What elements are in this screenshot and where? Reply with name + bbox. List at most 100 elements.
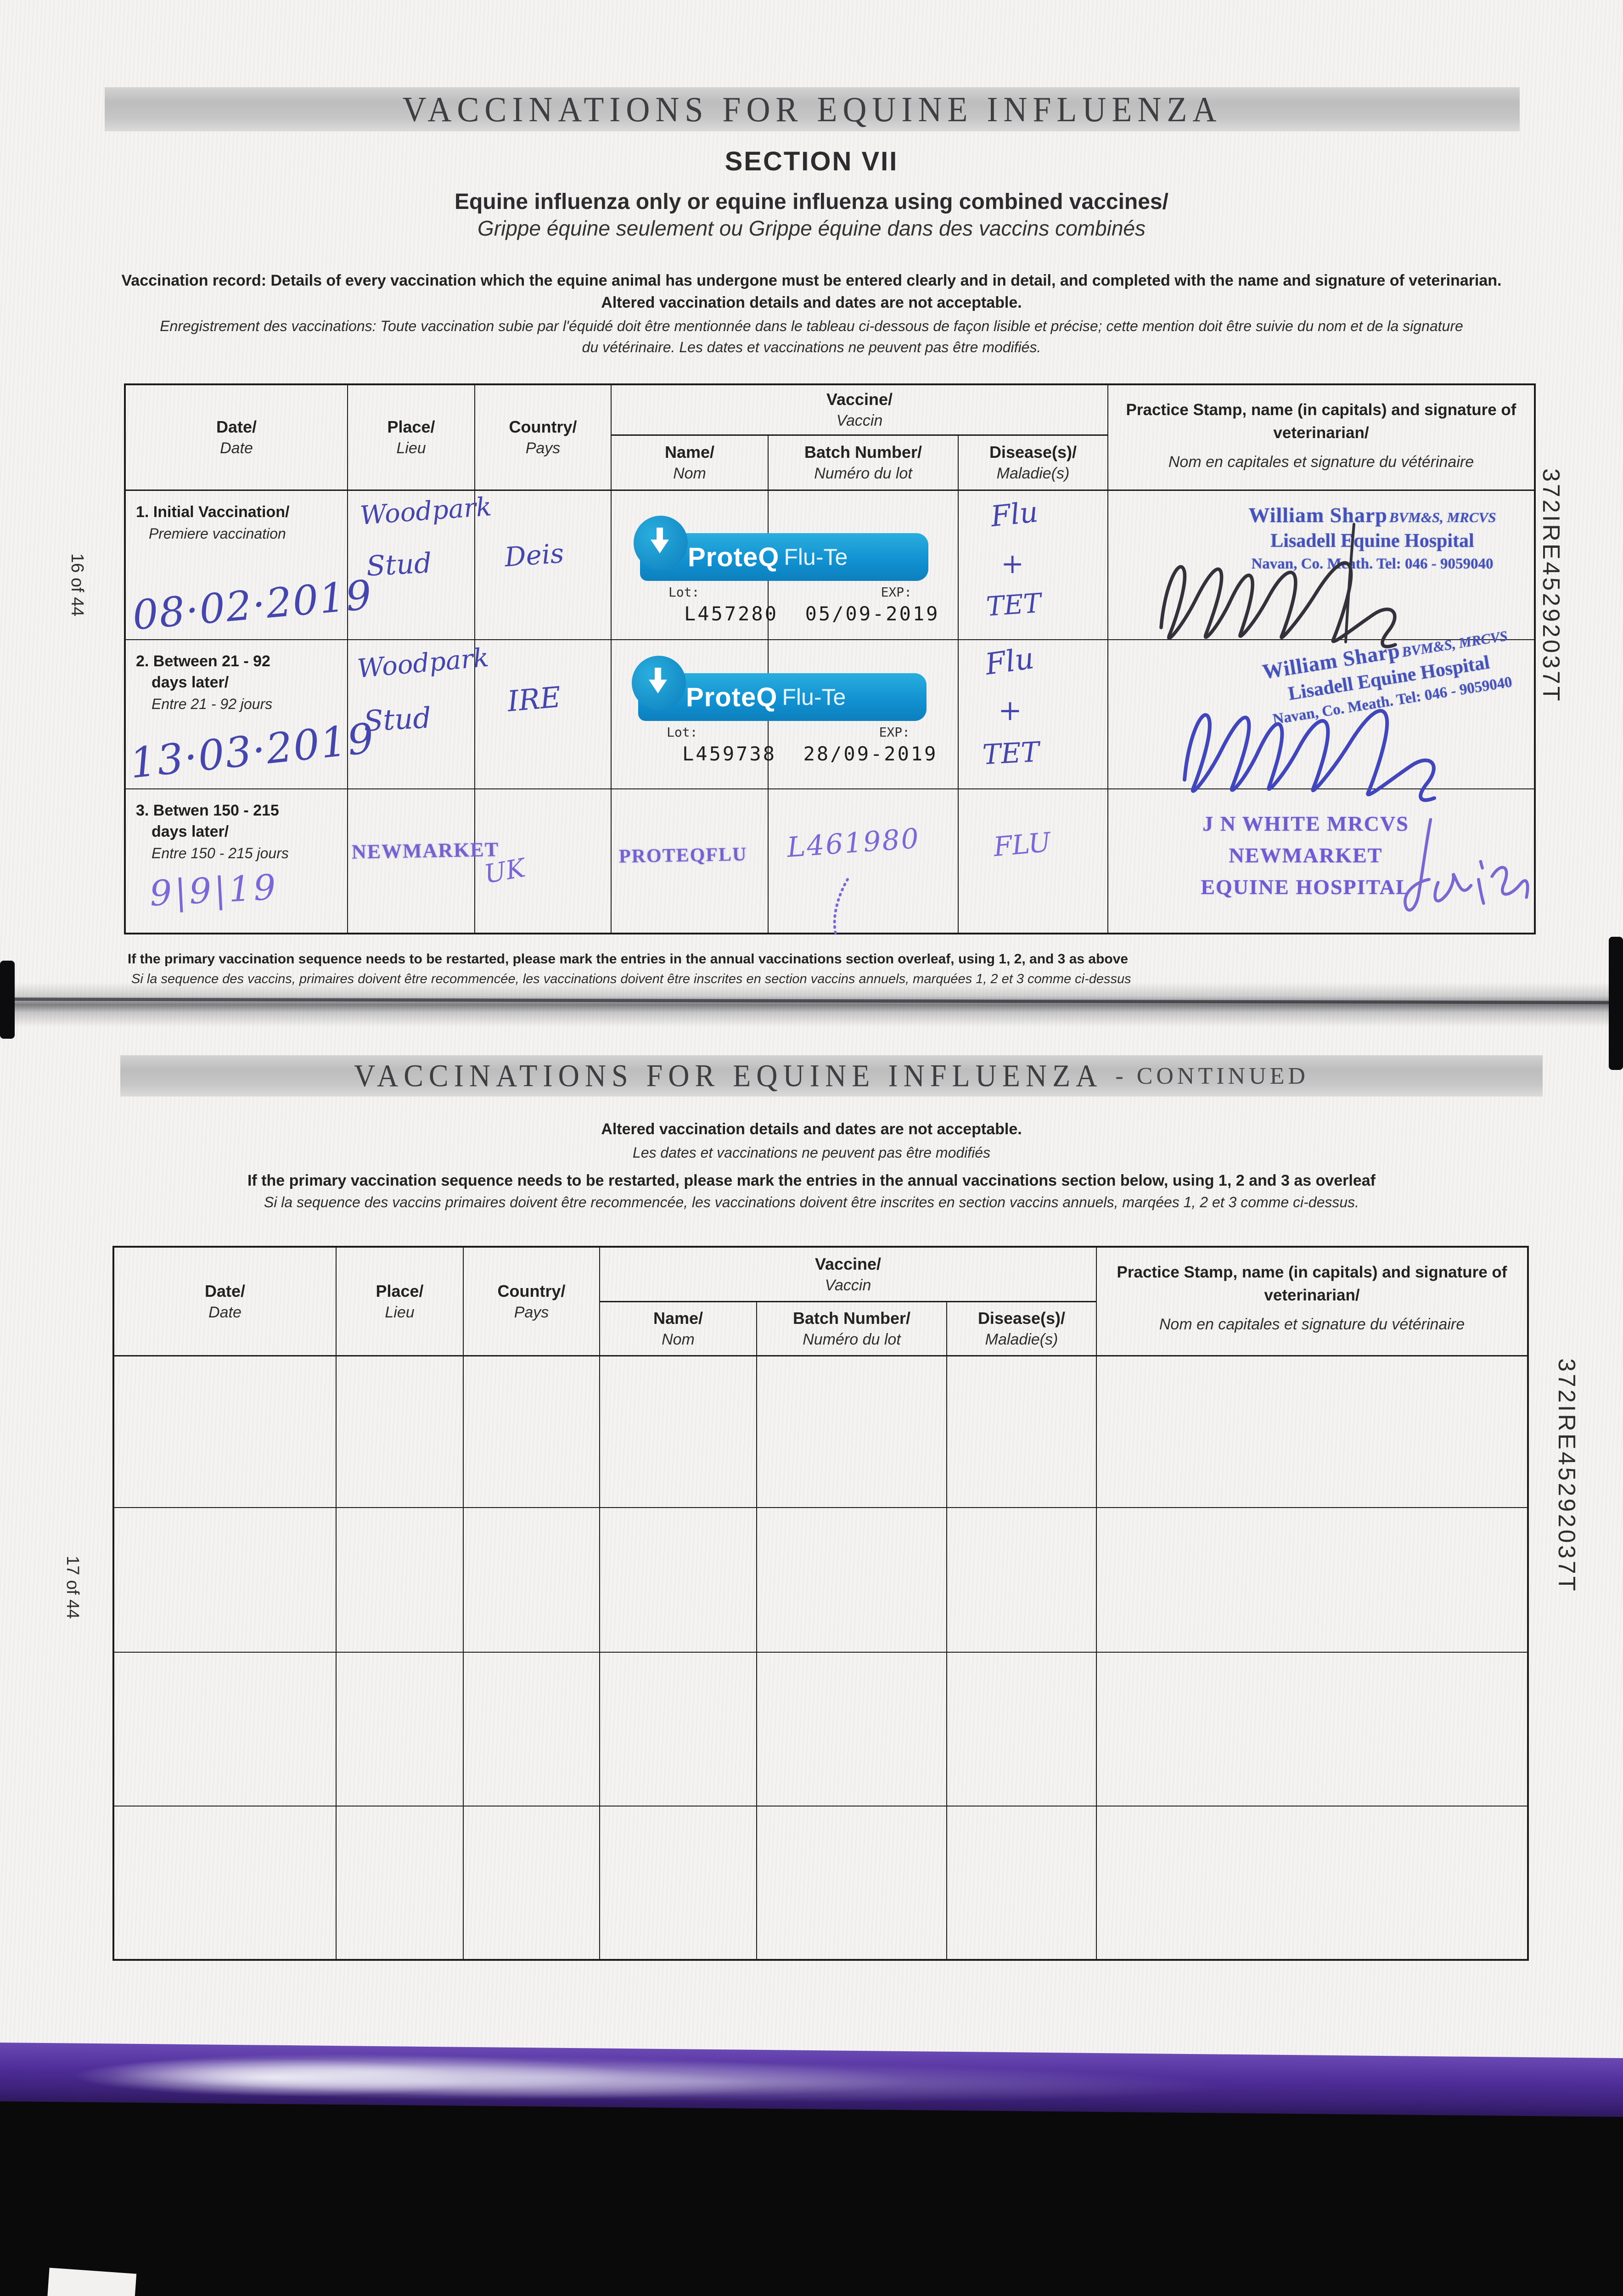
row3-place-cell: NEWMARKET xyxy=(348,789,500,933)
p2-header-place-en: Place/ xyxy=(376,1281,424,1300)
sticker-arrow-icon xyxy=(634,516,688,570)
p2-header-name-en: Name/ xyxy=(653,1309,703,1328)
header-vaccine: Vaccine/ Vaccin xyxy=(612,385,1108,436)
header-country-en: Country/ xyxy=(509,417,577,436)
vaccination-table-page2: Date/ Date Place/ Lieu Country/ Pays Vac… xyxy=(112,1246,1529,1961)
row3-stamp-line2: NEWMARKET xyxy=(1229,844,1383,867)
sticker2-band: ProteQ Flu-Te xyxy=(632,656,927,721)
header-date-fr: Date xyxy=(220,439,253,457)
p2-header-batch: Batch Number/ Numéro du lot xyxy=(757,1302,947,1356)
row3-vaccine-name-stamp: PROTEQFLU xyxy=(618,844,747,867)
subtitle-en: Equine influenza only or equine influenz… xyxy=(455,190,1168,214)
row1-disease-tet: TET xyxy=(985,587,1042,623)
p2-empty-cell xyxy=(337,1356,464,1508)
p2-header-batch-fr: Numéro du lot xyxy=(803,1331,901,1348)
p2-header-disease-en: Disease(s)/ xyxy=(977,1309,1066,1328)
intro-line-1: Vaccination record: Details of every vac… xyxy=(121,272,1502,289)
p2-empty-cell xyxy=(464,1653,600,1806)
page2-note-en: Altered vaccination details and dates ar… xyxy=(601,1120,1022,1138)
row2-batch-cell xyxy=(769,640,959,789)
p2-header-batch-en: Batch Number/ xyxy=(792,1309,911,1328)
row2-disease-cell: Flu + TET xyxy=(959,640,1108,789)
vaccination-table-page1: Date/ Date Place/ Lieu Country/ Pays Vac… xyxy=(124,383,1536,935)
scanner-black-band xyxy=(0,2094,1623,2296)
row1-place-line1: Woodpark xyxy=(359,492,493,531)
page1-page-number: 16 of 44 xyxy=(67,553,87,617)
header-disease: Disease(s)/ Maladie(s) xyxy=(959,436,1108,491)
header-vaccine-fr: Vaccin xyxy=(836,412,883,429)
header-date-en: Date/ xyxy=(216,417,257,436)
header-stamp: Practice Stamp, name (in capitals) and s… xyxy=(1108,385,1534,491)
page2-note-fr: Les dates et vaccinations ne peuvent pas… xyxy=(632,1144,991,1161)
p2-empty-cell xyxy=(1097,1356,1527,1508)
page2-title-banner: VACCINATIONS FOR EQUINE INFLUENZA - CONT… xyxy=(120,1055,1543,1097)
sticker-exp-label: EXP: xyxy=(881,585,912,600)
row1-label-en: 1. Initial Vaccination/ xyxy=(136,503,290,521)
sticker2-variant: Flu-Te xyxy=(782,684,846,710)
header-batch: Batch Number/ Numéro du lot xyxy=(769,436,959,491)
row2-stamp-cell: William Sharp BVM&S, MRCVS Lisadell Equi… xyxy=(1108,628,1534,802)
sticker-brand: ProteQ xyxy=(688,542,780,572)
row2-place-cell: Woodpark Stud xyxy=(348,640,490,789)
row1-place-cell: Woodpark Stud xyxy=(348,491,493,640)
p2-header-name: Name/ Nom xyxy=(600,1302,757,1356)
page-fold-shadow xyxy=(0,983,1623,1027)
row1-stamp-address: Navan, Co. Meath. Tel: 046 - 9059040 xyxy=(1251,556,1494,572)
p2-header-vaccine: Vaccine/ Vaccin xyxy=(600,1248,1097,1302)
p2-header-disease: Disease(s)/ Maladie(s) xyxy=(947,1302,1097,1356)
row2-disease-tet: TET xyxy=(982,736,1040,771)
header-name-fr: Nom xyxy=(673,465,706,482)
row1-stamp-vet-name: William Sharp xyxy=(1248,503,1387,527)
p2-empty-cell xyxy=(600,1508,757,1653)
row2-country-handwriting: IRE xyxy=(506,680,562,718)
p2-header-vaccine-fr: Vaccin xyxy=(825,1276,871,1294)
p2-header-vaccine-en: Vaccine/ xyxy=(814,1254,882,1273)
sticker-variant: Flu-Te xyxy=(784,544,848,570)
p2-empty-cell xyxy=(600,1653,757,1806)
row3-stamp-cell: J N WHITE MRCVS NEWMARKET EQUINE HOSPITA… xyxy=(1108,789,1534,933)
header-date: Date/ Date xyxy=(126,385,348,491)
row2-disease-flu: Flu xyxy=(983,641,1036,682)
sticker-band: ProteQ Flu-Te xyxy=(634,516,928,581)
row2-disease-plus: + xyxy=(998,693,1022,727)
row3-label-en2: days later/ xyxy=(152,822,229,840)
p2-empty-cell xyxy=(600,1806,757,1959)
row1-disease-flu: Flu xyxy=(989,495,1040,534)
header-disease-en: Disease(s)/ xyxy=(989,443,1077,461)
p2-header-date-en: Date/ xyxy=(204,1281,246,1300)
intro-line-2: Altered vaccination details and dates ar… xyxy=(601,294,1022,311)
row3-veterinarian-signature xyxy=(1404,818,1529,912)
row2-label-en: 2. Between 21 - 92 xyxy=(136,653,270,670)
row3-disease-handwriting: FLU xyxy=(992,826,1052,863)
p2-empty-cell xyxy=(337,1653,464,1806)
subtitle-fr: Grippe équine seulement ou Grippe équine… xyxy=(477,216,1146,240)
header-place: Place/ Lieu xyxy=(348,385,475,491)
header-batch-en: Batch Number/ xyxy=(804,443,922,461)
p2-empty-cell xyxy=(757,1508,947,1653)
p2-empty-cell xyxy=(757,1806,947,1959)
row2-label-fr: Entre 21 - 92 jours xyxy=(152,695,273,712)
left-edge-shadow xyxy=(0,961,15,1039)
p2-empty-cell xyxy=(114,1356,337,1508)
row2-name-cell: ProteQ Flu-Te Lot: EXP: L459738 28/09-20… xyxy=(612,640,936,789)
section-heading: SECTION VII xyxy=(724,146,899,176)
page1-footnote-en: If the primary vaccination sequence need… xyxy=(128,951,1129,967)
row1-stamp-clinic: Lisadell Equine Hospital xyxy=(1270,530,1474,551)
page2-page-number: 17 of 44 xyxy=(63,1556,82,1619)
p2-header-country-fr: Pays xyxy=(514,1303,549,1321)
header-name-en: Name/ xyxy=(664,443,715,461)
header-disease-fr: Maladie(s) xyxy=(996,465,1070,482)
p2-empty-cell xyxy=(1097,1508,1527,1653)
row1-disease-cell: Flu + TET xyxy=(959,491,1108,640)
row1-name-cell: ProteQ Flu-Te Lot: EXP: L457280 05/09-20… xyxy=(612,491,938,640)
row2-date-handwriting: 13·03·2019 xyxy=(127,714,377,788)
header-country-fr: Pays xyxy=(525,439,561,457)
header-batch-fr: Numéro du lot xyxy=(814,465,912,482)
page2-passport-number: 372IRE45292037T xyxy=(1553,1358,1580,1593)
p2-empty-cell xyxy=(947,1508,1097,1653)
p2-empty-cell xyxy=(114,1806,337,1959)
p2-header-place: Place/ Lieu xyxy=(337,1248,464,1356)
row3-practice-stamp: J N WHITE MRCVS NEWMARKET EQUINE HOSPITA… xyxy=(1168,808,1443,903)
page2-title: VACCINATIONS FOR EQUINE INFLUENZA xyxy=(354,1058,1103,1093)
